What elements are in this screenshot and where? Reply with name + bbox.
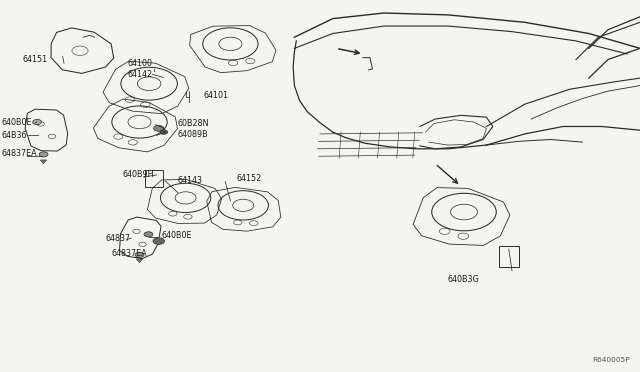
Text: R640005P: R640005P (593, 357, 630, 363)
Circle shape (135, 252, 144, 257)
Text: 640B3G: 640B3G (448, 275, 480, 284)
Polygon shape (40, 160, 47, 164)
Text: 640B0E: 640B0E (161, 231, 192, 240)
Text: 64B36: 64B36 (2, 131, 28, 140)
Text: 64152: 64152 (237, 174, 262, 183)
Text: 640B0E: 640B0E (2, 118, 33, 127)
Text: 64837EA: 64837EA (112, 249, 148, 258)
Polygon shape (136, 259, 143, 263)
Text: 64089B: 64089B (178, 130, 209, 139)
Circle shape (153, 238, 164, 244)
Circle shape (160, 130, 168, 134)
Text: 64837EA: 64837EA (2, 149, 38, 158)
Text: 64142: 64142 (128, 70, 153, 79)
Circle shape (144, 232, 153, 237)
Text: 64837: 64837 (106, 234, 131, 243)
Text: 64143: 64143 (178, 176, 203, 185)
Text: 64101: 64101 (204, 92, 228, 100)
Text: 60B28N: 60B28N (178, 119, 209, 128)
Text: 64100: 64100 (128, 59, 153, 68)
Circle shape (33, 119, 42, 125)
Text: 640B9H: 640B9H (123, 170, 154, 179)
Text: 64151: 64151 (22, 55, 47, 64)
Circle shape (154, 125, 164, 131)
Circle shape (39, 152, 48, 157)
